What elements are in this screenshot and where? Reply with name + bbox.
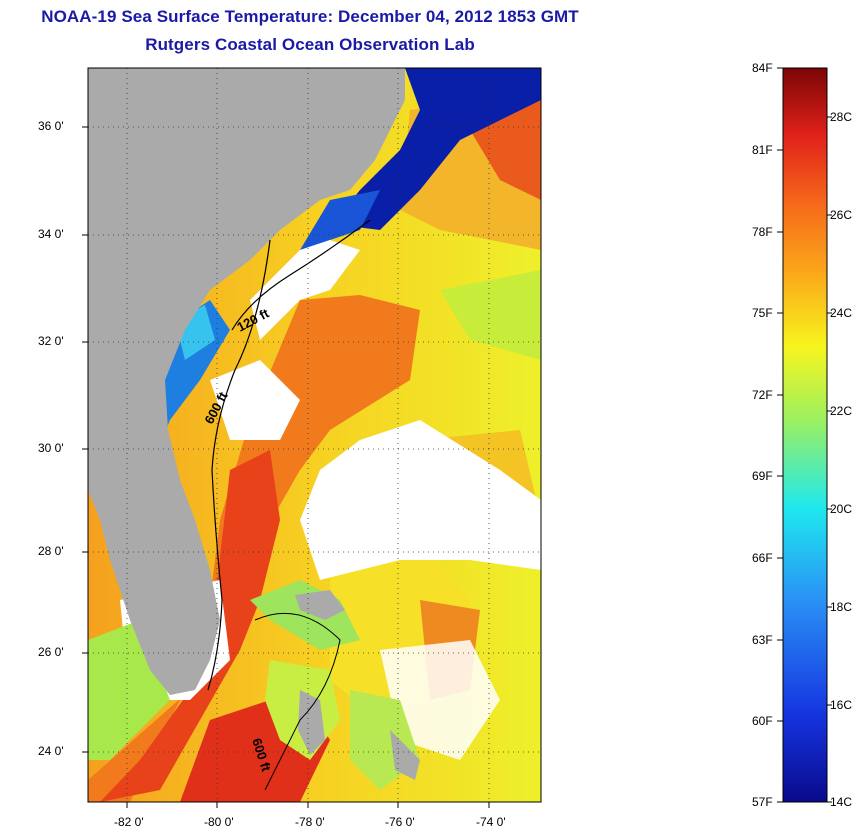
cb-label-60f: 60F xyxy=(752,714,773,728)
cb-label-63f: 63F xyxy=(752,633,773,647)
cb-label-78f: 78F xyxy=(752,225,773,239)
grand-bahama-island xyxy=(295,590,345,620)
cb-label-72f: 72F xyxy=(752,388,773,402)
cb-label-66f: 66F xyxy=(752,551,773,565)
lat-label-28: 28 0' xyxy=(38,544,64,558)
cb-label-28c: 28C xyxy=(830,110,853,124)
axis-ticks xyxy=(82,126,490,808)
cb-label-22c: 22C xyxy=(830,404,853,418)
lat-label-32: 32 0' xyxy=(38,334,64,348)
graticule xyxy=(88,68,541,802)
map-subtitle: Rutgers Coastal Ocean Observation Lab xyxy=(145,35,475,54)
colorbar xyxy=(782,67,828,803)
gulf-stream-core xyxy=(100,450,280,802)
lon-label-76: -76 0' xyxy=(385,815,415,829)
lon-label-74: -74 0' xyxy=(476,815,506,829)
lat-label-30: 30 0' xyxy=(38,441,64,455)
lat-label-36: 36 0' xyxy=(38,119,64,133)
cat-island xyxy=(390,730,420,780)
cb-label-24c: 24C xyxy=(830,306,853,320)
colorbar-ticks xyxy=(777,67,832,803)
contour-120ft xyxy=(231,219,371,331)
sst-image: 120 ft 600 ft 600 ft xyxy=(88,68,541,802)
map-title: NOAA-19 Sea Surface Temperature: Decembe… xyxy=(41,7,579,26)
map-frame xyxy=(87,67,542,803)
cb-label-20c: 20C xyxy=(830,502,853,516)
lon-label-78: -78 0' xyxy=(295,815,325,829)
cloud-cover-coastal xyxy=(210,360,300,440)
cloud-cover-shelf xyxy=(250,240,360,340)
andros-island xyxy=(298,690,325,755)
cb-label-26c: 26C xyxy=(830,208,853,222)
contour-600ft xyxy=(207,239,271,691)
contour-bahamas xyxy=(254,612,341,791)
lat-label-26: 26 0' xyxy=(38,645,64,659)
lat-label-24: 24 0' xyxy=(38,744,64,758)
cloud-cover-central xyxy=(300,420,541,580)
cb-label-14c: 14C xyxy=(830,795,853,809)
cb-label-81f: 81F xyxy=(752,143,773,157)
sst-patch-green xyxy=(440,270,541,360)
cb-label-75f: 75F xyxy=(752,306,773,320)
cb-label-69f: 69F xyxy=(752,469,773,483)
land-us-southeast xyxy=(88,68,405,695)
lat-label-34: 34 0' xyxy=(38,227,64,241)
cb-label-16c: 16C xyxy=(830,698,853,712)
lon-label-82: -82 0' xyxy=(114,815,144,829)
cb-label-57f: 57F xyxy=(752,795,773,809)
cb-label-18c: 18C xyxy=(830,600,853,614)
cb-label-84f: 84F xyxy=(752,61,773,75)
lon-label-80: -80 0' xyxy=(204,815,234,829)
cold-shelf-water xyxy=(300,190,380,250)
